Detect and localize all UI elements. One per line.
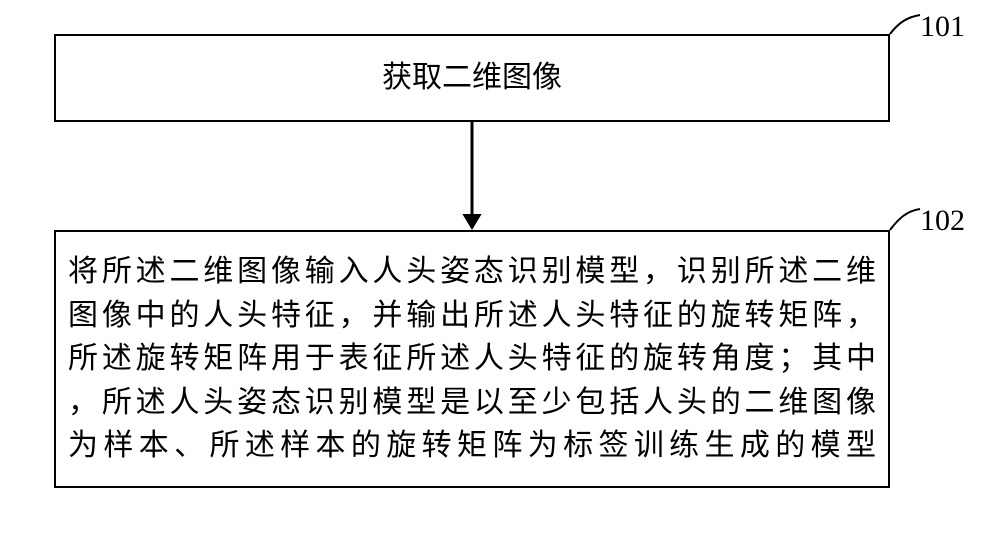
flowchart-canvas: 获取二维图像101将所述二维图像输入人头姿态识别模型，识别所述二维 图像中的人头… (0, 0, 1000, 537)
flowchart-arrow (0, 0, 1000, 537)
